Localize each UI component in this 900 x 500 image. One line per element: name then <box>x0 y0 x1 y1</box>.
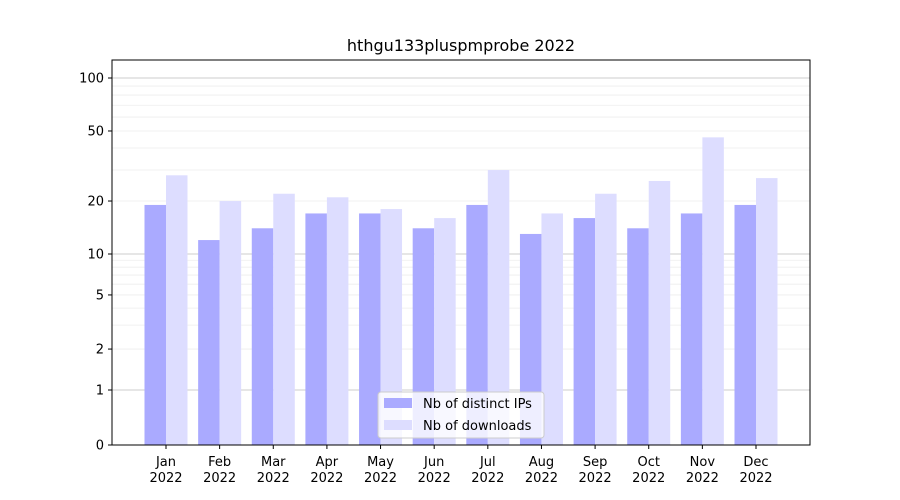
plot-frame <box>111 59 811 446</box>
x-tick-label-month: Jan <box>155 455 176 470</box>
x-tick-label-month: Jul <box>479 455 496 470</box>
x-tick-label-year: 2022 <box>310 471 343 486</box>
y-tick-label: 2 <box>96 343 104 358</box>
x-tick-label-year: 2022 <box>257 471 290 486</box>
chart-title: hthgu133pluspmprobe 2022 <box>347 36 575 55</box>
bar-distinct-ips <box>305 213 327 445</box>
bar-distinct-ips <box>466 204 488 445</box>
y-tick-label: 1 <box>96 384 104 399</box>
bar-downloads <box>273 193 295 445</box>
y-tick-label: 5 <box>96 288 104 303</box>
x-tick-label-month: Mar <box>261 455 286 470</box>
legend-swatch-downloads <box>384 420 412 430</box>
bar-downloads <box>326 197 349 445</box>
x-tick-label-year: 2022 <box>149 471 182 486</box>
bar-distinct-ips <box>412 228 435 445</box>
bar-distinct-ips <box>251 228 274 445</box>
x-axis: Jan2022Feb2022Mar2022Apr2022May2022Jun20… <box>149 445 773 486</box>
x-tick-label-month: Nov <box>690 455 716 470</box>
x-tick-label-year: 2022 <box>579 471 612 486</box>
x-tick-label-year: 2022 <box>418 471 451 486</box>
x-tick-label-month: Oct <box>637 455 659 470</box>
legend: Nb of distinct IPs Nb of downloads <box>377 391 545 439</box>
legend-label-ips: Nb of distinct IPs <box>423 397 532 412</box>
y-tick-label: 20 <box>87 195 104 210</box>
x-tick-label-month: May <box>367 455 394 470</box>
x-tick-label-year: 2022 <box>632 471 665 486</box>
x-tick-label-year: 2022 <box>686 471 719 486</box>
bar-distinct-ips <box>627 228 649 445</box>
bar-downloads <box>219 201 242 445</box>
x-tick-label-month: Apr <box>316 455 339 470</box>
y-tick-label: 10 <box>87 248 104 263</box>
bar-distinct-ips <box>198 240 220 445</box>
bar-downloads <box>541 213 563 445</box>
bar-distinct-ips <box>680 213 703 445</box>
x-tick-label-month: Feb <box>208 455 231 470</box>
bar-distinct-ips <box>734 204 756 445</box>
bar-downloads <box>380 209 403 445</box>
bar-downloads <box>756 178 778 446</box>
bar-downloads <box>434 218 456 445</box>
y-axis: 0 1 2 5 10 20 50 100 <box>79 72 112 454</box>
x-tick-label-year: 2022 <box>364 471 397 486</box>
legend-frame <box>377 391 545 439</box>
bar-downloads <box>166 175 188 446</box>
x-tick-label-month: Jun <box>423 455 444 470</box>
y-tick-label: 50 <box>87 124 104 139</box>
bar-downloads <box>487 170 510 445</box>
y-tick-label: 0 <box>96 439 104 454</box>
x-tick-label-month: Aug <box>529 455 554 470</box>
bar-downloads <box>648 180 671 445</box>
y-tick-label: 100 <box>79 72 104 87</box>
bar-distinct-ips <box>144 204 166 445</box>
bar-downloads <box>702 137 724 445</box>
x-tick-label-month: Dec <box>743 455 768 470</box>
x-tick-label-year: 2022 <box>525 471 558 486</box>
legend-swatch-ips <box>384 398 412 408</box>
legend-label-downloads: Nb of downloads <box>423 419 532 434</box>
bar-downloads <box>595 193 617 445</box>
x-tick-label-month: Sep <box>583 455 608 470</box>
x-tick-label-year: 2022 <box>471 471 504 486</box>
bar-distinct-ips <box>359 213 381 445</box>
bar-distinct-ips <box>573 218 596 445</box>
x-tick-label-year: 2022 <box>739 471 772 486</box>
x-tick-label-year: 2022 <box>203 471 236 486</box>
